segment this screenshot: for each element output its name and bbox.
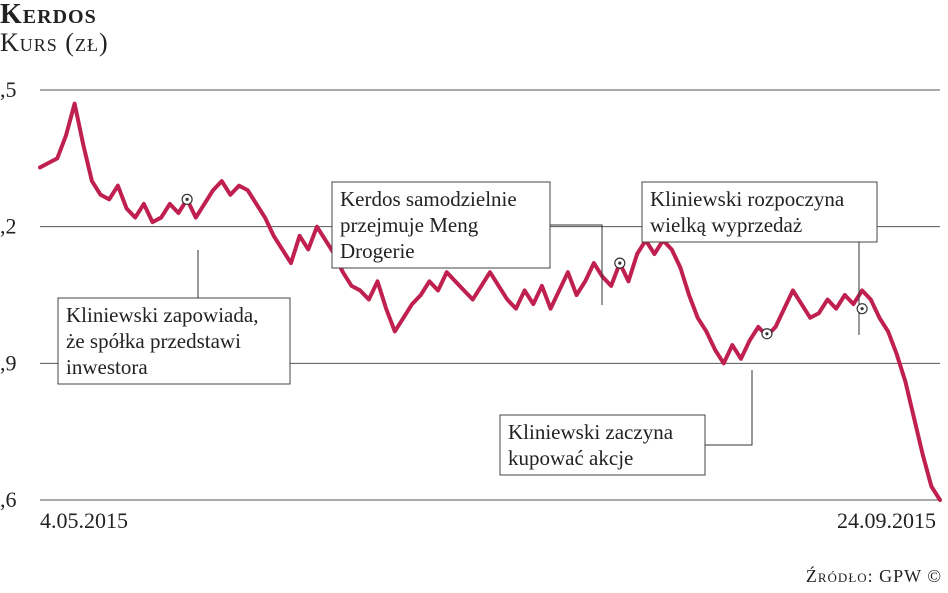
y-tick-label: ,2 — [0, 214, 17, 239]
source-label: Źródło: GPW © — [806, 566, 942, 587]
chart-title-main: Kerdos — [0, 0, 109, 29]
x-tick-label: 24.09.2015 — [837, 508, 936, 533]
annot-2: Kerdos samodzielnieprzejmuje MengDrogeri… — [332, 182, 550, 268]
chart-svg: ,6 ,9 ,2 ,5 4.05.2015 24.09.2015 Kliniewski za… — [0, 80, 948, 540]
annotation-text: Kliniewski zapowiada, — [66, 303, 258, 327]
y-tick-label: ,6 — [0, 487, 17, 512]
annotation-text: Kliniewski rozpoczyna — [650, 187, 845, 211]
annotation-text: Drogerie — [340, 239, 415, 263]
annotation-marker-dot — [186, 198, 189, 201]
chart-container: Kerdos Kurs (zł) ,6 ,9 ,2 ,5 4.05.2015 24.09.… — [0, 0, 948, 593]
annotation-text: kupować akcje — [508, 446, 633, 470]
annotation-leader — [705, 370, 752, 445]
chart-title-sub: Kurs (zł) — [0, 29, 109, 56]
annotation-text: że spółka przedstawi — [66, 329, 241, 353]
annotation-marker-dot — [861, 307, 864, 310]
chart-title-block: Kerdos Kurs (zł) — [0, 0, 109, 57]
annotation-text: wielką wyprzedaż — [650, 213, 802, 237]
annotation-marker-dot — [618, 262, 621, 265]
x-tick-label: 4.05.2015 — [40, 508, 128, 533]
y-tick-label: ,5 — [0, 80, 17, 102]
annotation-text: Kerdos samodzielnie — [340, 187, 517, 211]
annotation-text: przejmuje Meng — [340, 213, 479, 237]
annot-3: Kliniewski zaczynakupować akcje — [500, 415, 705, 475]
annot-4: Kliniewski rozpoczynawielką wyprzedaż — [642, 182, 877, 242]
y-tick-label: ,9 — [0, 350, 17, 375]
annotation-text: Kliniewski zaczyna — [508, 420, 674, 444]
annotation-text: inwestora — [66, 355, 148, 379]
chart-area: ,6 ,9 ,2 ,5 4.05.2015 24.09.2015 Kliniewski za… — [0, 80, 948, 540]
annot-1: Kliniewski zapowiada,że spółka przedstaw… — [58, 298, 290, 384]
annotation-marker-dot — [765, 332, 768, 335]
